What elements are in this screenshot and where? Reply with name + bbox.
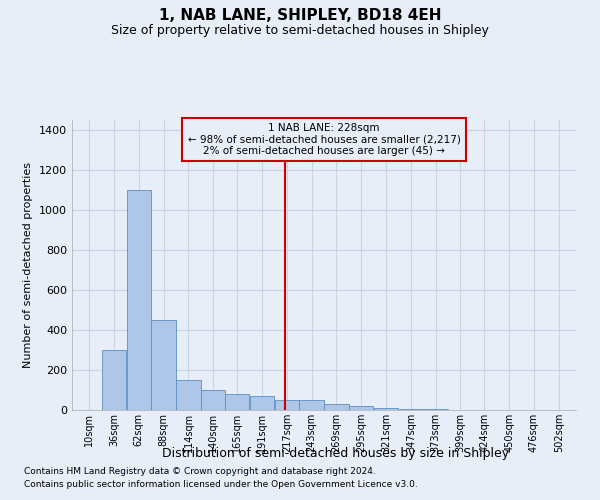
Bar: [176, 380, 201, 410]
Text: Size of property relative to semi-detached houses in Shipley: Size of property relative to semi-detach…: [111, 24, 489, 37]
Bar: [374, 408, 398, 410]
Bar: [201, 390, 224, 410]
Bar: [250, 396, 274, 410]
Text: Distribution of semi-detached houses by size in Shipley: Distribution of semi-detached houses by …: [163, 448, 509, 460]
Text: 1, NAB LANE, SHIPLEY, BD18 4EH: 1, NAB LANE, SHIPLEY, BD18 4EH: [159, 8, 441, 22]
Bar: [225, 394, 250, 410]
Text: Contains public sector information licensed under the Open Government Licence v3: Contains public sector information licen…: [24, 480, 418, 489]
Bar: [299, 400, 324, 410]
Text: Contains HM Land Registry data © Crown copyright and database right 2024.: Contains HM Land Registry data © Crown c…: [24, 467, 376, 476]
Y-axis label: Number of semi-detached properties: Number of semi-detached properties: [23, 162, 34, 368]
Bar: [324, 404, 349, 410]
Bar: [151, 320, 176, 410]
Bar: [102, 350, 126, 410]
Bar: [127, 190, 151, 410]
Bar: [275, 400, 299, 410]
Bar: [398, 409, 423, 410]
Bar: [349, 406, 373, 410]
Text: 1 NAB LANE: 228sqm
← 98% of semi-detached houses are smaller (2,217)
2% of semi-: 1 NAB LANE: 228sqm ← 98% of semi-detache…: [188, 123, 460, 156]
